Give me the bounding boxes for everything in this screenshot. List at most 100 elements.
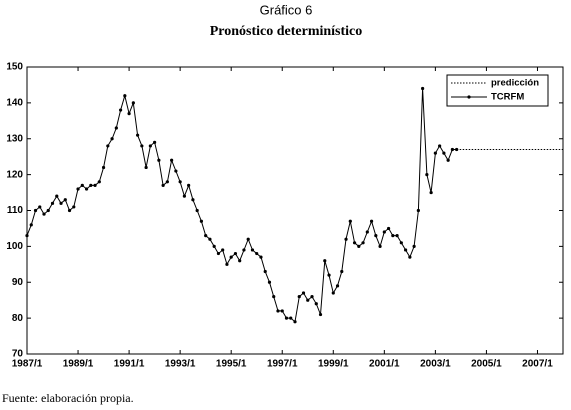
data-point bbox=[280, 309, 284, 313]
data-point bbox=[127, 112, 131, 116]
data-point bbox=[80, 183, 84, 187]
data-point bbox=[289, 316, 293, 320]
data-point bbox=[212, 244, 216, 248]
x-tick-label: 2003/1 bbox=[420, 359, 451, 370]
data-point bbox=[340, 269, 344, 274]
x-tick-label: 1991/1 bbox=[114, 359, 145, 370]
data-point bbox=[369, 219, 374, 223]
data-point bbox=[267, 280, 272, 284]
data-point bbox=[42, 212, 46, 216]
data-point bbox=[89, 183, 93, 187]
y-tick-label: 110 bbox=[7, 205, 24, 216]
y-tick-label: 130 bbox=[6, 133, 23, 144]
data-point bbox=[327, 273, 331, 277]
legend-marker bbox=[467, 95, 471, 99]
data-point bbox=[395, 234, 399, 238]
data-point bbox=[446, 158, 450, 162]
data-point bbox=[101, 165, 106, 170]
data-point bbox=[199, 219, 204, 223]
y-tick-label: 80 bbox=[12, 313, 24, 324]
x-tick-label: 1997/1 bbox=[267, 359, 298, 370]
data-point bbox=[238, 259, 242, 263]
series-line bbox=[26, 88, 457, 323]
data-point bbox=[72, 205, 76, 209]
data-point bbox=[106, 144, 110, 148]
data-point bbox=[25, 234, 29, 238]
data-point bbox=[352, 241, 357, 245]
data-point bbox=[242, 248, 246, 252]
data-point bbox=[429, 190, 433, 195]
data-point bbox=[416, 208, 420, 213]
data-point bbox=[131, 101, 135, 105]
data-point bbox=[59, 201, 63, 205]
data-point bbox=[140, 144, 144, 148]
data-point bbox=[438, 144, 442, 148]
data-point bbox=[272, 295, 276, 299]
data-point bbox=[318, 312, 323, 317]
y-tick-label: 90 bbox=[12, 277, 24, 288]
y-tick-label: 120 bbox=[6, 169, 23, 180]
data-point bbox=[293, 320, 297, 324]
x-tick-label: 2007/1 bbox=[522, 359, 553, 370]
data-point bbox=[301, 291, 306, 295]
data-point bbox=[391, 234, 395, 238]
data-point bbox=[63, 198, 67, 202]
data-point bbox=[187, 183, 191, 187]
data-point bbox=[404, 248, 408, 252]
data-point bbox=[425, 173, 429, 177]
data-point bbox=[93, 183, 97, 187]
data-point bbox=[246, 237, 250, 241]
data-point bbox=[161, 183, 165, 187]
legend-label: predicción bbox=[491, 78, 539, 89]
legend-label: TCRFM bbox=[491, 92, 524, 103]
data-point bbox=[365, 230, 369, 234]
data-point bbox=[306, 298, 310, 302]
x-tick-label: 2001/1 bbox=[369, 359, 400, 370]
data-point bbox=[144, 165, 148, 170]
data-point bbox=[50, 201, 55, 205]
data-point bbox=[208, 237, 212, 241]
data-point bbox=[323, 259, 327, 263]
data-point bbox=[450, 147, 454, 152]
x-tick-label: 1987/1 bbox=[12, 359, 43, 370]
data-point bbox=[297, 295, 301, 299]
chart-title: Gráfico 6 bbox=[260, 2, 313, 17]
data-point bbox=[153, 140, 157, 144]
data-point bbox=[178, 180, 182, 184]
data-point bbox=[114, 126, 118, 130]
data-point bbox=[55, 194, 59, 198]
data-point bbox=[331, 291, 335, 295]
data-point bbox=[284, 316, 289, 320]
data-point bbox=[314, 302, 318, 306]
data-point bbox=[255, 251, 259, 256]
data-point bbox=[182, 194, 186, 198]
y-tick-label: 140 bbox=[6, 98, 23, 109]
x-tick-label: 1995/1 bbox=[216, 359, 247, 370]
y-tick-label: 70 bbox=[12, 349, 24, 360]
data-point bbox=[157, 158, 161, 162]
y-tick-label: 100 bbox=[6, 241, 23, 252]
data-point bbox=[399, 241, 403, 245]
data-point bbox=[263, 269, 267, 274]
data-point bbox=[276, 309, 280, 313]
data-point bbox=[221, 248, 225, 252]
plot-frame bbox=[26, 66, 564, 355]
data-point bbox=[136, 133, 140, 137]
data-point bbox=[335, 284, 340, 288]
data-point bbox=[378, 244, 382, 248]
data-point bbox=[204, 234, 208, 238]
x-tick-label: 1999/1 bbox=[318, 359, 349, 370]
data-point bbox=[259, 255, 263, 259]
data-point bbox=[67, 208, 72, 213]
data-point bbox=[229, 255, 233, 259]
data-point bbox=[148, 144, 152, 148]
data-point bbox=[174, 169, 178, 173]
data-point bbox=[412, 244, 416, 248]
data-point bbox=[76, 187, 80, 191]
data-point bbox=[38, 205, 42, 209]
data-point bbox=[310, 295, 314, 299]
y-tick-label: 150 bbox=[6, 62, 23, 73]
x-tick-label: 2005/1 bbox=[471, 359, 502, 370]
data-point bbox=[123, 94, 127, 98]
